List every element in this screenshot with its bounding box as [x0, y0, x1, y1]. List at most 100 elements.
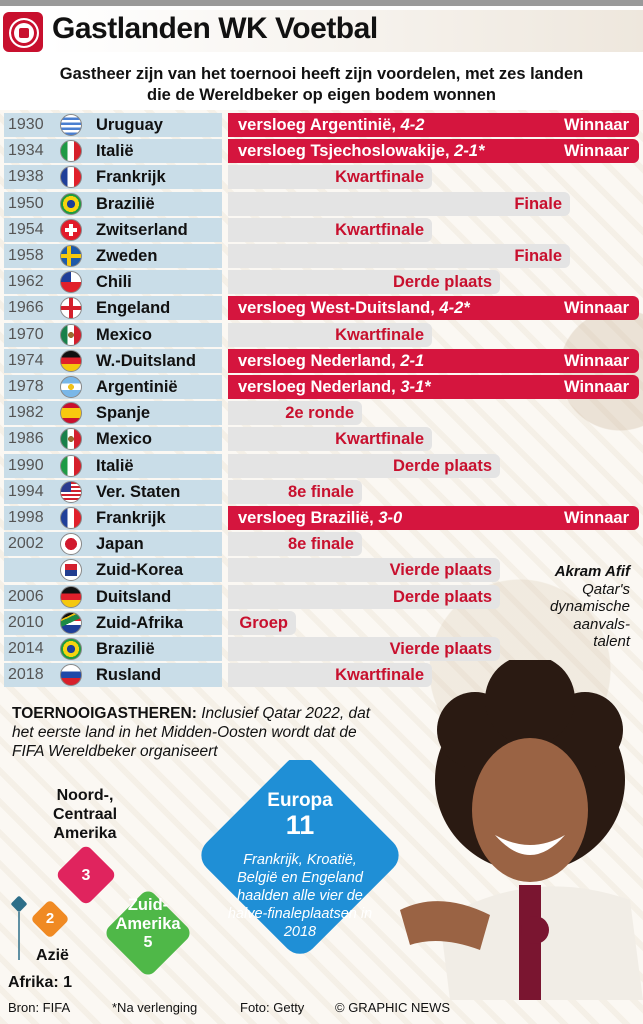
result-text: versloeg West-Duitsland, 4-2*: [238, 296, 470, 320]
row-country-cell: Duitsland: [54, 584, 222, 609]
result-stage-bar: Finale: [228, 244, 570, 268]
result-score: 2-1: [400, 351, 425, 370]
row-year: 1994: [4, 479, 54, 504]
russia-flag-icon: [60, 664, 82, 687]
result-score: 3-1*: [400, 378, 431, 396]
row-country-name: Frankrijk: [96, 168, 166, 187]
zamerika-count: 5: [143, 934, 153, 951]
footer-source: Bron: FIFA: [8, 1000, 71, 1015]
result-winner-bar: versloeg Tsjechoslowakije, 2-1* Winnaar: [228, 139, 639, 164]
table-row: 1934 Italië versloeg Tsjechoslowakije, 2-1…: [0, 139, 643, 164]
result-winner-bar: versloeg West-Duitsland, 4-2* Winnaar: [228, 296, 639, 321]
row-year: 1954: [4, 217, 54, 242]
result-score: 2-1*: [454, 142, 485, 161]
winner-label: Winnaar: [564, 351, 629, 370]
player-name: Akram Afif: [554, 563, 630, 580]
row-country-name: Mexico: [96, 430, 152, 449]
table-row: 1990 Italië Derde plaats: [0, 453, 643, 478]
player-shirt: [440, 886, 643, 1000]
result-stage-bar: 8e finale: [228, 479, 362, 504]
page-title: Gastlanden WK Voetbal: [52, 12, 378, 45]
row-year: 1950: [4, 191, 54, 216]
afrika-label: Afrika: 1: [8, 974, 73, 991]
row-country-cell: Italië: [54, 453, 222, 478]
table-row: 2006 Duitsland Derde plaats: [0, 584, 643, 609]
row-year: 1934: [4, 139, 54, 164]
winner-label: Winnaar: [564, 142, 629, 161]
result-text: versloeg Tsjechoslowakije, 2-1*: [238, 139, 484, 163]
result-stage: Kwartfinale: [335, 220, 424, 239]
ncamerika-count: 3: [81, 867, 91, 884]
europa-count: 11: [285, 810, 315, 840]
germany-flag-icon: [60, 585, 82, 608]
brazil-flag-icon: [60, 638, 82, 660]
winner-label: Winnaar: [564, 378, 629, 396]
result-stage-bar: Kwartfinale: [228, 165, 432, 190]
player-arm: [400, 901, 490, 950]
table-row: 1958 Zweden Finale: [0, 244, 643, 268]
player-caption-line-3: aanvals-: [573, 615, 630, 633]
result-stage-bar: Kwartfinale: [228, 322, 432, 347]
table-row: 1962 Chili Derde plaats: [0, 270, 643, 295]
row-country-cell: Zwitserland: [54, 217, 222, 242]
row-year: 1986: [4, 427, 54, 452]
result-stage: Vierde plaats: [389, 640, 492, 658]
table-row: 1954 Zwitserland Kwartfinale: [0, 217, 643, 242]
ncamerika-label: Noord-, Centraal Amerika: [52, 787, 118, 842]
row-country-name: Chili: [96, 273, 132, 292]
row-country-cell: Frankrijk: [54, 165, 222, 190]
row-country-cell: Zuid-Afrika: [54, 610, 222, 635]
player-caption-line-1: Qatar's: [582, 580, 630, 598]
row-year: 2006: [4, 584, 54, 609]
row-country-cell: W.-Duitsland: [54, 348, 222, 373]
table-row: 1986 Mexico Kwartfinale: [0, 427, 643, 452]
result-stage-bar: Kwartfinale: [228, 427, 432, 452]
result-opponent: versloeg Nederland,: [238, 351, 396, 370]
row-country-name: Spanje: [96, 404, 151, 423]
result-text: versloeg Brazilië, 3-0: [238, 506, 402, 530]
footer-photo: Foto: Getty: [240, 1000, 305, 1015]
europa-diamond: [201, 760, 399, 954]
result-stage-bar: Vierde plaats: [228, 558, 500, 583]
table-row: 2014 Brazilië Vierde plaats: [0, 637, 643, 661]
result-text: versloeg Nederland, 3-1*: [238, 375, 431, 399]
europa-note: Frankrijk, Kroatië, België en Engeland h…: [227, 852, 373, 940]
row-country-name: Japan: [96, 535, 144, 554]
row-country-name: W.-Duitsland: [96, 351, 196, 370]
france-flag-icon: [60, 507, 82, 529]
result-stage: 8e finale: [287, 482, 354, 501]
table-row: 1978 Argentinië versloeg Nederland, 3-1* Wi…: [0, 375, 643, 399]
row-year: 1974: [4, 348, 54, 373]
south-africa-flag-icon: [60, 611, 82, 634]
row-country-cell: Zweden: [54, 244, 222, 268]
ncamerika-diamond: [57, 846, 115, 904]
hosts-intro: TOERNOOIGASTHEREN: Inclusief Qatar 2022,…: [12, 704, 372, 761]
row-country-cell: Frankrijk: [54, 506, 222, 530]
row-year: 1938: [4, 165, 54, 190]
result-opponent: versloeg Brazilië,: [238, 509, 374, 527]
row-year: 2002: [4, 532, 54, 557]
player-face: [472, 738, 588, 882]
table-row: 2010 Zuid-Afrika Groep: [0, 610, 643, 635]
row-year: 1966: [4, 296, 54, 321]
result-opponent: versloeg Tsjechoslowakije,: [238, 142, 450, 161]
table-row: 1998 Frankrijk versloeg Brazilië, 3-0 Winna…: [0, 506, 643, 530]
row-country-cell: Italië: [54, 139, 222, 164]
row-country-name: Duitsland: [96, 587, 172, 606]
zamerika-diamond: [106, 891, 190, 975]
table-row: 1974 W.-Duitsland versloeg Nederland, 2-1 W…: [0, 348, 643, 373]
result-stage-bar: Derde plaats: [228, 270, 500, 295]
result-stage: Finale: [514, 194, 562, 213]
subtitle-line-1: Gastheer zijn van het toernooi heeft zij…: [59, 65, 584, 83]
table-row: 1970 Mexico Kwartfinale: [0, 322, 643, 347]
result-stage: 8e finale: [287, 535, 354, 554]
azie-count: 2: [45, 910, 55, 927]
result-stage: Derde plaats: [392, 273, 492, 292]
result-score: 3-0: [378, 509, 403, 527]
south-korea-flag-icon: [60, 559, 82, 582]
result-stage: Kwartfinale: [335, 325, 424, 344]
result-stage: Vierde plaats: [389, 561, 492, 580]
table-row: 1938 Frankrijk Kwartfinale: [0, 165, 643, 190]
row-year: [4, 558, 54, 583]
sweden-flag-icon: [60, 245, 82, 267]
